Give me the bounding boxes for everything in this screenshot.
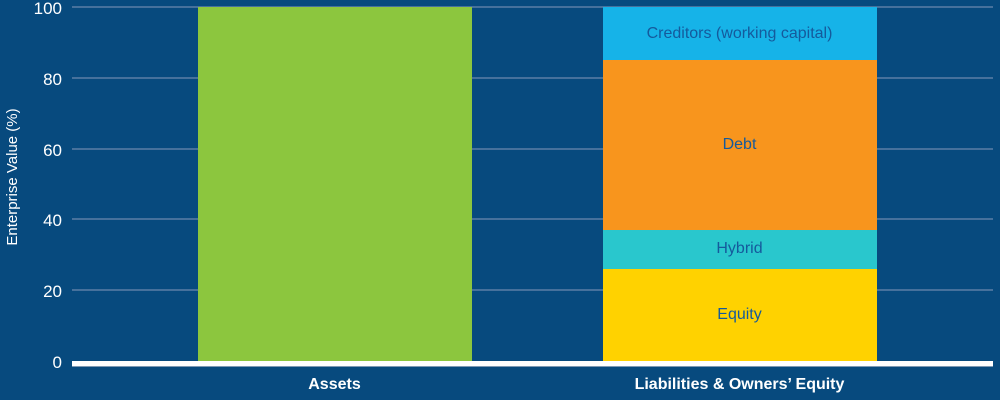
y-tick-label-60: 60 bbox=[43, 140, 62, 160]
bar-segment-creditors-working-capital: Creditors (working capital) bbox=[602, 7, 877, 61]
gridline-60 bbox=[72, 147, 993, 150]
category-label-assets: Assets bbox=[308, 376, 361, 393]
bar-segment-equity: Equity bbox=[602, 268, 877, 361]
bar-segment-assets bbox=[197, 7, 472, 361]
bar-segment-debt: Debt bbox=[602, 60, 877, 230]
segment-label-hybrid: Hybrid bbox=[716, 240, 763, 258]
y-axis-title: Enterprise Value (%) bbox=[4, 108, 21, 246]
y-tick-label-40: 40 bbox=[43, 211, 62, 231]
y-tick-label-20: 20 bbox=[43, 282, 62, 302]
segment-label-debt: Debt bbox=[722, 136, 757, 154]
y-tick-label-80: 80 bbox=[43, 69, 62, 89]
gridline-80 bbox=[72, 76, 993, 79]
bar-segment-hybrid: Hybrid bbox=[602, 230, 877, 269]
gridline-40 bbox=[72, 218, 993, 221]
gridline-100 bbox=[72, 6, 993, 8]
gridline-20 bbox=[72, 289, 993, 292]
segment-label-equity: Equity bbox=[717, 305, 762, 323]
x-axis-line bbox=[72, 361, 993, 367]
y-tick-label-100: 100 bbox=[33, 0, 62, 18]
y-tick-label-0: 0 bbox=[52, 353, 62, 372]
segment-label-creditors-working-capital: Creditors (working capital) bbox=[646, 24, 833, 42]
category-label-liabilities-owners-equity: Liabilities & Owners’ Equity bbox=[634, 376, 845, 393]
